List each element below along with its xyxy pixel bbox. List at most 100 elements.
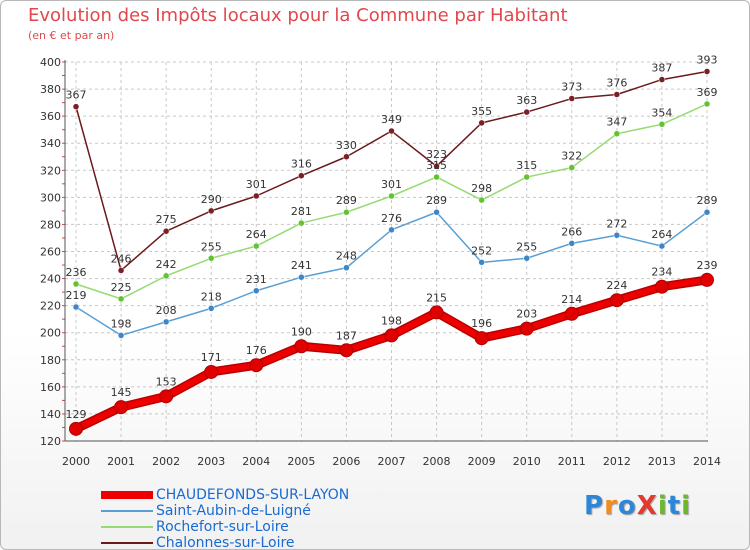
x-tick-label: 2003 bbox=[197, 455, 225, 468]
data-label: 289 bbox=[697, 194, 718, 207]
data-label: 239 bbox=[697, 259, 718, 272]
data-label: 275 bbox=[156, 213, 177, 226]
data-point bbox=[523, 173, 530, 181]
y-tick-label: 340 bbox=[40, 137, 61, 150]
data-label: 272 bbox=[606, 217, 627, 230]
data-label: 369 bbox=[697, 86, 718, 99]
data-point bbox=[298, 273, 305, 281]
data-label: 322 bbox=[561, 150, 582, 163]
data-point bbox=[298, 219, 305, 227]
x-tick-label: 2004 bbox=[242, 455, 270, 468]
data-point bbox=[658, 121, 666, 128]
data-label: 236 bbox=[66, 266, 87, 279]
legend-swatch bbox=[101, 491, 153, 499]
data-label: 393 bbox=[697, 53, 718, 66]
data-point bbox=[72, 103, 80, 110]
data-point bbox=[117, 267, 125, 274]
data-point bbox=[162, 272, 170, 280]
data-label: 176 bbox=[246, 344, 267, 357]
data-label: 198 bbox=[111, 317, 132, 330]
data-label: 198 bbox=[381, 314, 402, 327]
x-tick-label: 2014 bbox=[693, 455, 721, 468]
data-label: 354 bbox=[651, 106, 672, 119]
data-label: 255 bbox=[516, 240, 537, 253]
data-label: 355 bbox=[471, 105, 492, 118]
legend-label: Chalonnes-sur-Loire bbox=[156, 535, 295, 550]
legend-label: Saint-Aubin-de-Luigné bbox=[156, 503, 311, 519]
y-tick-label: 300 bbox=[40, 191, 61, 204]
data-label: 347 bbox=[606, 116, 627, 129]
data-label: 234 bbox=[651, 266, 672, 279]
data-point bbox=[478, 196, 485, 204]
data-label: 264 bbox=[651, 228, 672, 241]
legend-label: Rochefort-sur-Loire bbox=[156, 519, 289, 535]
data-point bbox=[384, 328, 399, 343]
data-point bbox=[568, 240, 576, 247]
data-point bbox=[253, 242, 260, 250]
data-label: 190 bbox=[291, 325, 312, 338]
series-rochefort-sur-loire bbox=[72, 100, 711, 303]
data-label: 145 bbox=[111, 386, 132, 399]
y-tick-label: 240 bbox=[40, 273, 61, 286]
data-label: 376 bbox=[606, 76, 627, 89]
series-saint-aubin-de-luigne bbox=[72, 208, 711, 339]
data-label: 363 bbox=[516, 94, 537, 107]
data-point bbox=[249, 358, 264, 373]
x-tick-label: 2002 bbox=[152, 455, 180, 468]
data-label: 129 bbox=[66, 408, 87, 421]
data-point bbox=[388, 226, 395, 234]
data-point bbox=[478, 259, 485, 266]
data-point bbox=[703, 68, 711, 75]
y-tick-label: 400 bbox=[40, 56, 61, 69]
y-tick-label: 260 bbox=[40, 246, 61, 259]
data-point bbox=[207, 207, 215, 215]
x-tick-label: 2005 bbox=[287, 455, 315, 468]
data-label: 266 bbox=[561, 225, 582, 238]
data-point bbox=[433, 162, 440, 170]
data-point bbox=[343, 153, 350, 160]
data-point bbox=[658, 76, 666, 83]
data-point bbox=[294, 339, 309, 354]
data-point bbox=[253, 192, 260, 200]
data-label: 289 bbox=[426, 194, 447, 207]
data-point bbox=[433, 173, 440, 181]
data-point bbox=[72, 280, 80, 288]
data-point bbox=[339, 343, 354, 358]
data-point bbox=[613, 130, 621, 137]
data-point bbox=[613, 91, 621, 98]
data-label: 264 bbox=[246, 228, 267, 241]
y-tick-label: 180 bbox=[40, 354, 61, 367]
data-label: 219 bbox=[66, 289, 87, 302]
data-label: 248 bbox=[336, 250, 357, 263]
data-label: 301 bbox=[246, 178, 267, 191]
data-point bbox=[207, 305, 215, 312]
data-label: 316 bbox=[291, 158, 312, 171]
data-point bbox=[568, 164, 576, 171]
data-label: 315 bbox=[426, 159, 447, 172]
data-label: 218 bbox=[201, 290, 222, 303]
data-point bbox=[298, 172, 305, 179]
x-tick-label: 2011 bbox=[558, 455, 586, 468]
data-point bbox=[474, 331, 489, 346]
series-chalonnes-sur-loire bbox=[72, 68, 711, 274]
data-label: 276 bbox=[381, 212, 402, 225]
legend-swatch bbox=[101, 542, 153, 544]
logo-letter: i bbox=[681, 491, 692, 521]
data-label: 196 bbox=[471, 317, 492, 330]
data-labels: 367 246 275 290 301 316 330 349 323 355 363 373 376 3… bbox=[66, 53, 718, 420]
data-label: 323 bbox=[426, 148, 447, 161]
x-tick-label: 2007 bbox=[378, 455, 406, 468]
y-tick-label: 380 bbox=[40, 83, 61, 96]
data-label: 298 bbox=[471, 182, 492, 195]
x-tick-label: 2009 bbox=[468, 455, 496, 468]
data-point bbox=[162, 318, 170, 326]
data-point bbox=[700, 272, 714, 287]
data-label: 215 bbox=[426, 291, 447, 304]
x-tick-label: 2006 bbox=[332, 455, 360, 468]
data-label: 255 bbox=[201, 240, 222, 253]
data-label: 252 bbox=[471, 244, 492, 257]
data-point bbox=[388, 127, 395, 135]
y-tick-label: 280 bbox=[40, 218, 61, 231]
data-label: 187 bbox=[336, 329, 357, 342]
data-label: 242 bbox=[156, 258, 177, 271]
